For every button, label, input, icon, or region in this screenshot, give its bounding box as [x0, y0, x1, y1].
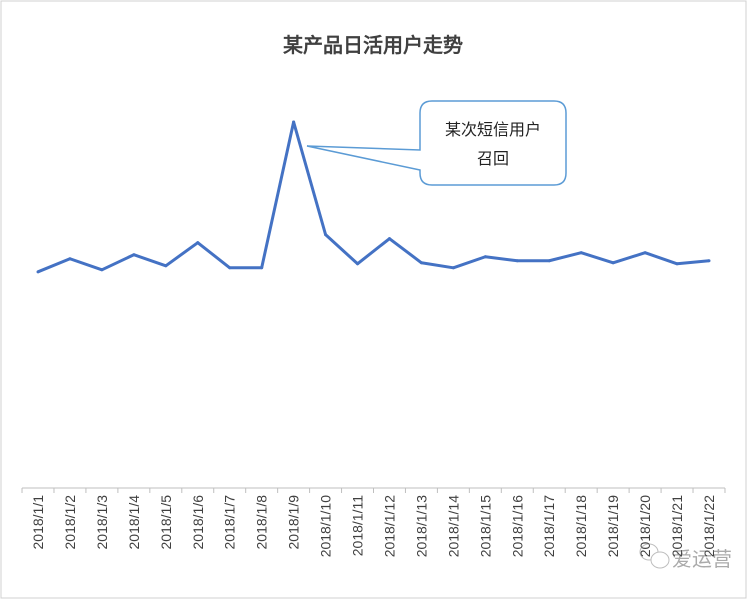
watermark-text: 爱运营	[672, 548, 732, 571]
x-tick-label: 2018/1/20	[637, 495, 653, 557]
data-point	[68, 257, 72, 261]
x-tick-label: 2018/1/10	[318, 495, 334, 557]
x-tick-label: 2018/1/17	[541, 495, 557, 557]
callout-line-2: 召回	[477, 151, 509, 168]
data-point	[292, 120, 296, 124]
x-tick-label: 2018/1/15	[477, 495, 493, 557]
data-point	[643, 251, 647, 255]
x-tick-label: 2018/1/8	[254, 495, 270, 550]
x-tick-label: 2018/1/7	[222, 495, 238, 550]
data-point	[579, 251, 583, 255]
callout-bubble	[306, 100, 567, 186]
data-point	[356, 262, 360, 266]
x-tick-label: 2018/1/5	[158, 495, 174, 550]
data-point	[451, 266, 455, 270]
data-point	[387, 237, 391, 241]
data-point	[260, 266, 264, 270]
x-tick-label: 2018/1/12	[381, 495, 397, 557]
x-tick-label: 2018/1/3	[94, 495, 110, 550]
x-tick-label: 2018/1/9	[286, 495, 302, 550]
series-group	[36, 120, 711, 274]
watermark: 爱运营	[639, 543, 732, 571]
data-point	[100, 268, 104, 272]
x-tick-label: 2018/1/22	[701, 495, 717, 557]
x-axis: 2018/1/1 2018/1/2 2018/1/3 2018/1/4 2018/1/5…	[21, 487, 726, 557]
x-tick-label: 2018/1/4	[126, 495, 142, 550]
x-tick-label: 2018/1/19	[605, 495, 621, 557]
x-tick-label: 2018/1/14	[445, 495, 461, 557]
wechat-icon	[639, 543, 670, 569]
data-point	[611, 261, 615, 265]
x-tick-label: 2018/1/18	[573, 495, 589, 557]
x-tick-label: 2018/1/6	[190, 495, 206, 550]
data-point	[515, 259, 519, 263]
data-point	[675, 262, 679, 266]
data-point	[164, 264, 168, 268]
data-point	[324, 233, 328, 237]
data-point	[483, 255, 487, 259]
chart-title: 某产品日活用户走势	[283, 33, 463, 57]
data-point	[36, 270, 40, 274]
callout-line-1: 某次短信用户	[445, 121, 541, 139]
x-tick-label: 2018/1/13	[413, 495, 429, 557]
data-point	[132, 253, 136, 257]
x-tick-label: 2018/1/11	[350, 495, 366, 556]
annotation-callout: 某次短信用户 召回	[306, 100, 567, 186]
x-tick-label: 2018/1/16	[509, 495, 525, 557]
series-line	[37, 120, 710, 274]
x-tick-label: 2018/1/21	[669, 495, 685, 557]
data-point	[419, 261, 423, 265]
data-point	[196, 241, 200, 245]
data-point	[547, 259, 551, 263]
x-tick-label: 2018/1/1	[30, 495, 46, 550]
data-point	[228, 266, 232, 270]
x-tick-label: 2018/1/2	[62, 495, 78, 550]
data-point	[707, 259, 711, 263]
